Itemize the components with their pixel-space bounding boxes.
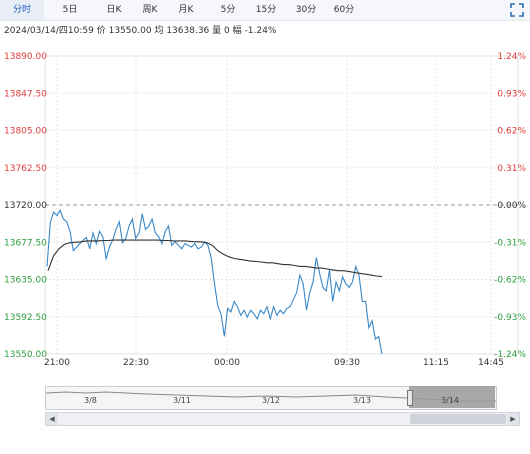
chart-scrollbar[interactable]: ◀ ▶	[45, 412, 520, 426]
nav-date-3-14: 3/14	[441, 396, 459, 405]
y-tick-label-right: 0.00%	[497, 201, 526, 211]
tab-5min[interactable]: 5分	[220, 5, 236, 15]
expand-icon[interactable]	[510, 3, 524, 17]
quote-info-line: 2024/03/14/四10:59 价 13550.00 均 13638.36 …	[4, 24, 276, 38]
x-tick-label: 09:30	[334, 358, 360, 368]
y-tick-label-left: 13847.50	[4, 89, 47, 99]
y-tick-label-left: 13890.00	[4, 52, 47, 62]
tab-daily-k[interactable]: 日K	[106, 5, 122, 15]
x-tick-label: 11:15	[423, 358, 449, 368]
tab-60min[interactable]: 60分	[333, 5, 355, 15]
navigator-selected-window[interactable]	[409, 386, 495, 408]
info-change-label: 幅	[232, 26, 242, 36]
period-tab-bar: 分时 5日 日K 周K 月K 5分 15分 30分 60分	[0, 0, 530, 21]
tab-weekly-k[interactable]: 周K	[142, 5, 158, 15]
average-price-line	[47, 239, 383, 278]
y-tick-label-left: 13720.00	[4, 201, 47, 211]
x-tick-label: 21:00	[44, 358, 70, 368]
y-tick-label-right: 1.24%	[497, 52, 526, 62]
y-tick-label-left: 13592.50	[4, 313, 47, 323]
nav-date-3-8: 3/8	[84, 396, 97, 405]
y-tick-label-right: -0.62%	[494, 276, 526, 286]
x-tick-label: 14:45	[478, 358, 504, 368]
tab-15min[interactable]: 15分	[255, 5, 277, 15]
scroll-right-arrow-icon[interactable]: ▶	[507, 413, 519, 425]
y-tick-label-left: 13805.00	[4, 127, 47, 137]
scroll-left-arrow-icon[interactable]: ◀	[46, 413, 58, 425]
nav-date-3-11: 3/11	[173, 396, 191, 405]
info-price-label: 价	[96, 26, 106, 36]
y-tick-label-right: -1.24%	[494, 350, 526, 360]
info-avg-label: 均	[154, 26, 164, 36]
x-tick-label: 22:30	[123, 358, 149, 368]
x-tick-label: 00:00	[214, 358, 240, 368]
nav-date-3-13: 3/13	[353, 396, 371, 405]
y-tick-label-left: 13635.00	[4, 276, 47, 286]
navigator-left-handle[interactable]	[407, 390, 413, 406]
info-change: -1.24%	[244, 26, 277, 36]
y-tick-label-left: 13762.50	[4, 164, 47, 174]
y-tick-label-right: 0.62%	[497, 127, 526, 137]
info-volume-label: 量	[212, 26, 222, 36]
y-tick-label-right: 0.93%	[497, 89, 526, 99]
tab-5day[interactable]: 5日	[62, 5, 78, 15]
price-line	[46, 209, 383, 355]
scroll-thumb[interactable]	[410, 414, 506, 424]
info-datetime: 2024/03/14/四10:59	[4, 26, 94, 36]
tab-fenshi[interactable]: 分时	[0, 0, 44, 20]
y-tick-label-right: -0.31%	[494, 238, 526, 248]
intraday-price-chart[interactable]: 13890.00 1.24% 13847.50 0.93% 13805.00 0.62% 1…	[0, 40, 530, 386]
y-tick-label-left: 13550.00	[4, 350, 47, 360]
tab-monthly-k[interactable]: 月K	[178, 5, 194, 15]
y-tick-label-left: 13677.50	[4, 238, 47, 248]
info-avg: 13638.36	[166, 26, 210, 36]
info-volume: 0	[224, 26, 230, 36]
nav-date-3-12: 3/12	[262, 396, 280, 405]
y-tick-label-right: -0.93%	[494, 313, 526, 323]
info-price: 13550.00	[108, 26, 152, 36]
y-tick-label-right: 0.31%	[497, 164, 526, 174]
tab-30min[interactable]: 30分	[295, 5, 317, 15]
